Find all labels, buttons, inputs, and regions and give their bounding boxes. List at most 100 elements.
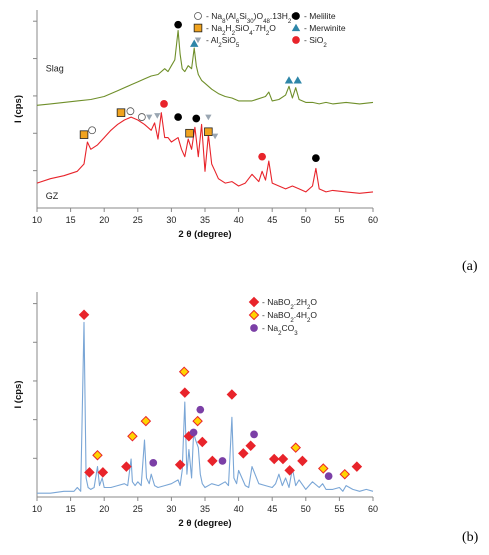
peak-marker-diamond [238,448,249,459]
legend-marker-square [193,23,203,33]
xrd-panel-b: 10 15 20 25 30 35 40 45 50 55 60 2 θ (degree) I (cps… [0,282,489,550]
legend-marker-diamond [248,296,260,308]
y-axis-label: I (cps) [13,95,24,123]
axes-group: 10 15 20 25 30 35 40 45 50 55 60 2 θ (degree) I (cps… [13,10,378,240]
legend-label: - Na2H2SiO4.7H2O [206,23,276,37]
y-axis-label: I (cps) [13,381,24,409]
x-tick-label: 15 [66,504,76,514]
peak-marker-diamond [92,449,103,461]
peak-marker-diamond [174,459,186,470]
x-tick-label: 50 [301,504,311,514]
legend-label: - Merwinite [304,23,346,33]
x-tick-label: 50 [301,215,311,225]
peak-marker-diamond [268,453,280,465]
x-tick-label: 20 [99,504,109,514]
peak-marker-diamond [140,415,152,427]
peak-marker-diamond [207,455,218,467]
x-tick-label: 10 [32,215,42,225]
x-tick-label: 40 [234,215,244,225]
series-group [36,29,374,194]
peak-marker-diamond [245,440,256,452]
x-tick-label: 10 [32,504,42,514]
peak-marker-circle [174,113,182,121]
peak-marker-diamond [192,415,203,427]
peak-marker-square [185,128,194,138]
series-label-slag: Slag [46,64,64,74]
peak-marker-triangle-down [205,114,212,121]
series-labels: Slag GZ [46,64,64,202]
legend-marker-triangle-down [194,37,202,44]
series-line-gz [36,112,374,194]
legend-marker-circle [292,36,300,44]
xrd-panel-a: 10 15 20 25 30 35 40 45 50 55 60 2 θ (degree) I (cps… [13,10,478,274]
x-tick-label: 30 [166,504,176,514]
axes-group: 10 15 20 25 30 35 40 45 50 55 60 2 θ (degree) I (cps… [13,292,378,529]
peak-marker-square [204,127,213,136]
legend-marker-open-circle [194,12,202,20]
peak-marker-diamond [78,309,90,321]
xrd-chart-b: 10 15 20 25 30 35 40 45 50 55 60 2 θ (degree) I (cps… [13,292,378,529]
peak-marker-square [79,130,89,139]
x-tick-label: 25 [133,215,143,225]
legend-marker-circle [250,324,258,332]
x-tick-label: 55 [334,504,344,514]
peak-marker-triangle [284,76,294,84]
peak-marker-circle [218,457,227,465]
peak-marker-diamond [318,463,329,474]
peak-marker-diamond [127,431,138,442]
peak-marker-circle [258,152,266,161]
peak-marker-circle [250,430,258,439]
x-tick-label: 45 [267,215,277,225]
legend-marker-circle [292,12,300,20]
series-label-gz: GZ [46,191,59,201]
peak-marker-diamond [284,465,295,476]
peak-marker-diamond [197,436,208,448]
peak-marker-diamond [351,461,363,472]
x-axis-label: 2 θ (degree) [178,229,231,240]
x-tick-label: 35 [200,504,210,514]
legend-label: - NaBO2.2H2O [262,297,317,311]
legend-label: - NaBO2.4H2O [262,310,317,324]
peak-marker-circle [192,114,201,123]
peak-marker-triangle [293,76,302,84]
peak-marker-triangle-down [211,133,219,140]
peak-marker-circle [196,405,205,414]
x-axis-label: 2 θ (degree) [178,518,231,529]
peak-marker-diamond [339,468,351,480]
peak-marker-diamond [290,442,301,453]
legend-label: - Na2CO3 [262,323,298,337]
series-group [37,321,374,494]
peak-marker-diamond [297,455,308,467]
peak-marker-square [116,108,126,117]
peak-marker-circle [174,20,182,29]
series-line-slag [36,29,374,106]
peak-marker-circle [149,458,158,467]
peak-marker-open-circle [137,113,146,121]
x-tick-label: 45 [267,504,277,514]
peak-marker-diamond [121,461,132,472]
x-tick-label: 35 [200,215,210,225]
x-tick-label: 55 [334,215,344,225]
peak-marker-triangle-down [154,113,161,119]
legend: - Na8(Al6Si30)O48.13H2O- Melilite- Na2H2… [193,11,346,49]
panel-label-b: (b) [462,530,479,545]
legend-label: - Al2SiO5 [206,35,240,49]
x-tick-label: 20 [99,215,109,225]
series-line-0 [37,321,374,494]
peak-marker-triangle-down [146,114,153,121]
peak-marker-circle [160,100,168,108]
legend-label: - SiO2 [304,35,327,49]
peak-markers [78,309,363,480]
x-tick-label: 40 [234,504,244,514]
peak-marker-diamond [178,366,190,377]
peak-marker-circle [189,428,198,437]
x-tick-label: 15 [66,215,76,225]
panel-label-a: (a) [462,259,478,274]
x-tick-label: 30 [166,215,176,225]
peak-marker-diamond [179,387,191,398]
peak-marker-open-circle [88,126,97,135]
peak-marker-triangle [190,39,199,47]
peak-marker-circle [312,154,320,162]
peak-marker-diamond [277,453,289,465]
peak-marker-diamond [84,467,95,478]
